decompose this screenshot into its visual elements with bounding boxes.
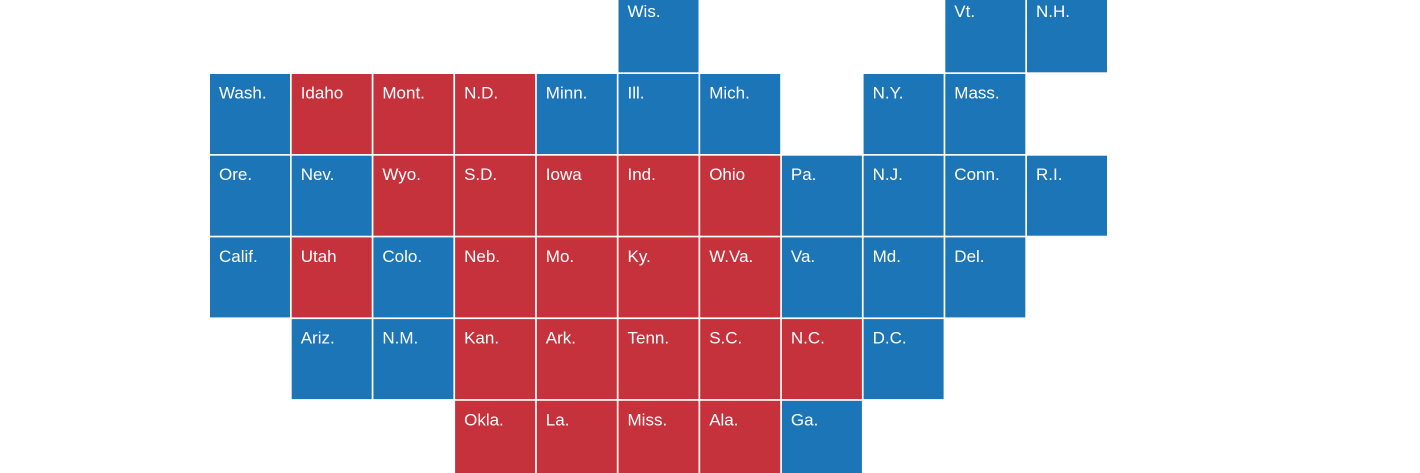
state-label: Mont. — [382, 83, 425, 102]
state-label: Ill. — [628, 83, 645, 102]
state-tile — [618, 400, 699, 473]
state-label: Nev. — [301, 165, 335, 184]
state-label: Ark. — [546, 329, 576, 348]
state-label: Mich. — [709, 83, 750, 102]
state-label: Wis. — [628, 2, 661, 21]
state-label: N.M. — [382, 329, 418, 348]
state-label: Utah — [301, 247, 337, 266]
state-label: Minn. — [546, 83, 588, 102]
state-label: Idaho — [301, 83, 344, 102]
state-label: Ga. — [791, 410, 818, 429]
state-label: Del. — [954, 247, 984, 266]
state-tile — [945, 0, 1026, 73]
state-tile — [536, 237, 617, 318]
state-tile — [210, 237, 290, 318]
state-label: Wyo. — [382, 165, 421, 184]
state-tile — [618, 155, 699, 236]
state-label: N.J. — [873, 165, 903, 184]
state-label: Kan. — [464, 329, 499, 348]
state-tile — [536, 319, 617, 400]
state-label: Ala. — [709, 410, 738, 429]
state-label: S.C. — [709, 329, 742, 348]
state-tile — [618, 0, 699, 73]
state-label: Ohio — [709, 165, 745, 184]
state-label: Tenn. — [628, 329, 670, 348]
state-tile — [863, 237, 944, 318]
state-tile — [373, 237, 454, 318]
state-tile — [536, 400, 617, 473]
state-tile — [700, 237, 781, 318]
state-tile — [781, 400, 862, 473]
state-label: Mo. — [546, 247, 574, 266]
state-tile — [1027, 155, 1107, 236]
state-tile — [781, 319, 862, 400]
state-tile — [781, 155, 862, 236]
state-tile — [863, 155, 944, 236]
state-tile — [618, 237, 699, 318]
state-label: S.D. — [464, 165, 497, 184]
state-label: La. — [546, 410, 570, 429]
state-label: Miss. — [628, 410, 668, 429]
state-tile — [1027, 0, 1107, 73]
state-label: Colo. — [382, 247, 422, 266]
state-label: Pa. — [791, 165, 817, 184]
state-tile — [373, 319, 454, 400]
state-tile — [455, 155, 536, 236]
state-tile — [618, 319, 699, 400]
state-tile — [700, 400, 781, 473]
state-tile — [945, 237, 1026, 318]
state-tile — [373, 155, 454, 236]
state-label: Ky. — [628, 247, 651, 266]
state-tile — [455, 74, 536, 154]
state-tile — [863, 74, 944, 154]
state-tile — [210, 74, 290, 154]
state-tile — [536, 74, 617, 154]
state-tile — [455, 319, 536, 400]
state-tile — [455, 237, 536, 318]
state-tile — [945, 155, 1026, 236]
state-label: Wash. — [219, 83, 267, 102]
state-label: Ind. — [628, 165, 656, 184]
state-label: Neb. — [464, 247, 500, 266]
state-tile — [945, 74, 1026, 154]
state-tile — [291, 155, 372, 236]
state-tile — [291, 237, 372, 318]
state-label: Iowa — [546, 165, 582, 184]
state-label: Okla. — [464, 410, 504, 429]
state-label: Ariz. — [301, 329, 335, 348]
state-tile — [700, 74, 781, 154]
state-tile — [373, 74, 454, 154]
state-label: Vt. — [954, 2, 975, 21]
state-label: N.C. — [791, 329, 825, 348]
state-tile — [863, 319, 944, 400]
state-label: W.Va. — [709, 247, 753, 266]
state-tile — [536, 155, 617, 236]
state-label: R.I. — [1036, 165, 1062, 184]
state-label: Mass. — [954, 83, 999, 102]
state-label: N.Y. — [873, 83, 904, 102]
state-label: N.D. — [464, 83, 498, 102]
state-label: Ore. — [219, 165, 252, 184]
state-tile — [618, 74, 699, 154]
state-label: Calif. — [219, 247, 258, 266]
state-label: Md. — [873, 247, 901, 266]
state-tile — [210, 155, 290, 236]
state-tile — [291, 319, 372, 400]
state-label: Va. — [791, 247, 815, 266]
state-label: Conn. — [954, 165, 999, 184]
state-tile — [781, 237, 862, 318]
state-tile — [455, 400, 536, 473]
state-label: N.H. — [1036, 2, 1070, 21]
state-tile — [291, 74, 372, 154]
state-tile — [700, 319, 781, 400]
state-tile — [700, 155, 781, 236]
state-label: D.C. — [873, 329, 907, 348]
